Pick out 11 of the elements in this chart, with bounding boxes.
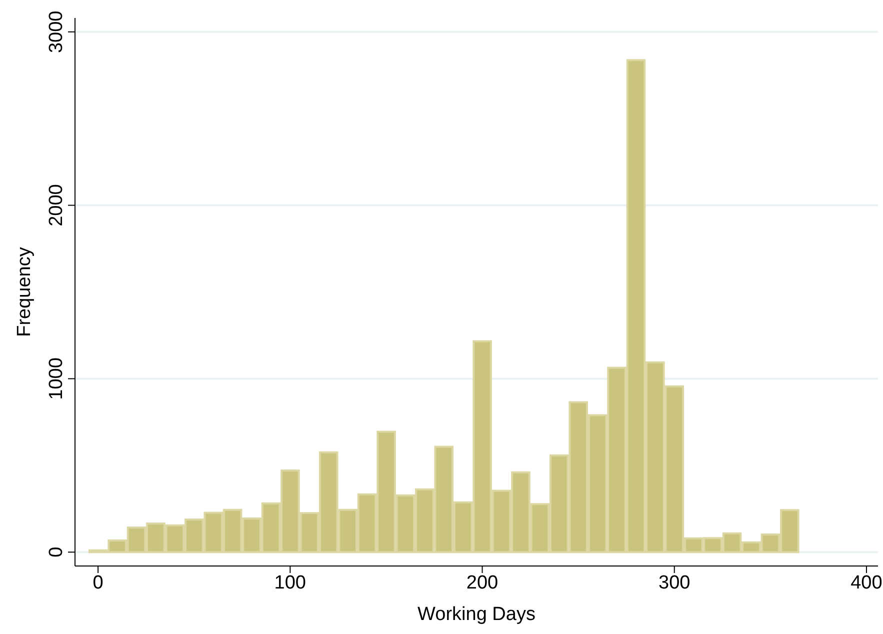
x-axis-title: Working Days (418, 604, 536, 625)
x-tick-label: 100 (274, 572, 306, 594)
x-tick-label: 200 (466, 572, 498, 594)
y-tick-label: 0 (46, 546, 67, 558)
x-tick-label: 0 (92, 572, 104, 594)
x-tick-label: 400 (850, 572, 882, 594)
y-tick-label: 1000 (46, 358, 67, 400)
y-tick-label: 2000 (46, 184, 67, 226)
y-axis-title: Frequency (14, 246, 35, 337)
y-tick-label: 3000 (46, 10, 67, 54)
x-tick-label: 300 (658, 572, 690, 594)
